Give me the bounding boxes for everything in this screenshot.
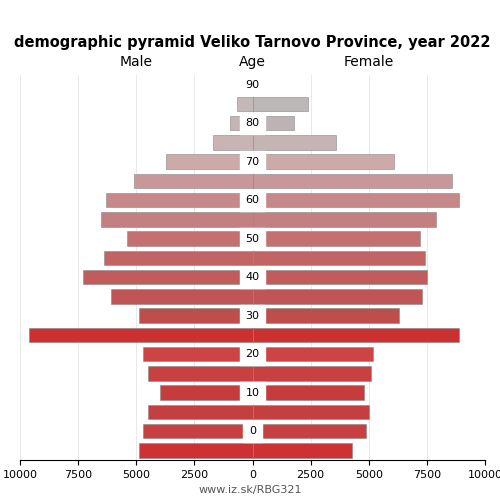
Bar bbox=[252, 366, 371, 380]
Bar bbox=[252, 212, 436, 226]
Bar bbox=[252, 78, 264, 92]
Bar bbox=[30, 328, 252, 342]
Bar bbox=[143, 424, 252, 438]
Text: Female: Female bbox=[344, 55, 394, 69]
Bar bbox=[252, 404, 369, 419]
Bar bbox=[252, 232, 420, 246]
Bar bbox=[160, 386, 252, 400]
Text: Male: Male bbox=[120, 55, 153, 69]
Bar bbox=[110, 289, 253, 304]
Bar bbox=[252, 193, 460, 208]
Bar bbox=[238, 96, 252, 111]
Bar bbox=[230, 116, 252, 130]
Bar bbox=[248, 78, 252, 92]
Text: 0: 0 bbox=[249, 426, 256, 436]
Bar bbox=[252, 308, 399, 323]
Bar bbox=[252, 250, 424, 265]
Text: 40: 40 bbox=[246, 272, 260, 282]
Text: 70: 70 bbox=[246, 156, 260, 166]
Bar bbox=[143, 347, 252, 362]
Text: www.iz.sk/RBG321: www.iz.sk/RBG321 bbox=[198, 485, 302, 495]
Bar bbox=[252, 116, 294, 130]
Bar bbox=[252, 443, 352, 458]
Bar bbox=[213, 135, 252, 150]
Text: 20: 20 bbox=[246, 349, 260, 359]
Text: 10: 10 bbox=[246, 388, 260, 398]
Bar bbox=[252, 96, 308, 111]
Text: Age: Age bbox=[239, 55, 266, 69]
Bar bbox=[252, 328, 460, 342]
Bar bbox=[252, 347, 374, 362]
Bar bbox=[134, 174, 252, 188]
Text: demographic pyramid Veliko Tarnovo Province, year 2022: demographic pyramid Veliko Tarnovo Provi… bbox=[14, 35, 491, 50]
Bar bbox=[252, 154, 394, 169]
Bar bbox=[252, 135, 336, 150]
Text: 50: 50 bbox=[246, 234, 260, 243]
Bar bbox=[104, 250, 253, 265]
Bar bbox=[106, 193, 253, 208]
Bar bbox=[252, 424, 366, 438]
Text: 90: 90 bbox=[246, 80, 260, 90]
Text: 60: 60 bbox=[246, 195, 260, 205]
Bar bbox=[148, 404, 252, 419]
Bar bbox=[102, 212, 252, 226]
Bar bbox=[148, 366, 252, 380]
Bar bbox=[252, 270, 427, 284]
Bar bbox=[138, 443, 252, 458]
Bar bbox=[83, 270, 252, 284]
Bar bbox=[252, 174, 452, 188]
Bar bbox=[252, 289, 422, 304]
Bar bbox=[138, 308, 252, 323]
Text: 30: 30 bbox=[246, 310, 260, 320]
Bar bbox=[252, 386, 364, 400]
Bar bbox=[166, 154, 252, 169]
Text: 80: 80 bbox=[246, 118, 260, 128]
Bar bbox=[127, 232, 252, 246]
